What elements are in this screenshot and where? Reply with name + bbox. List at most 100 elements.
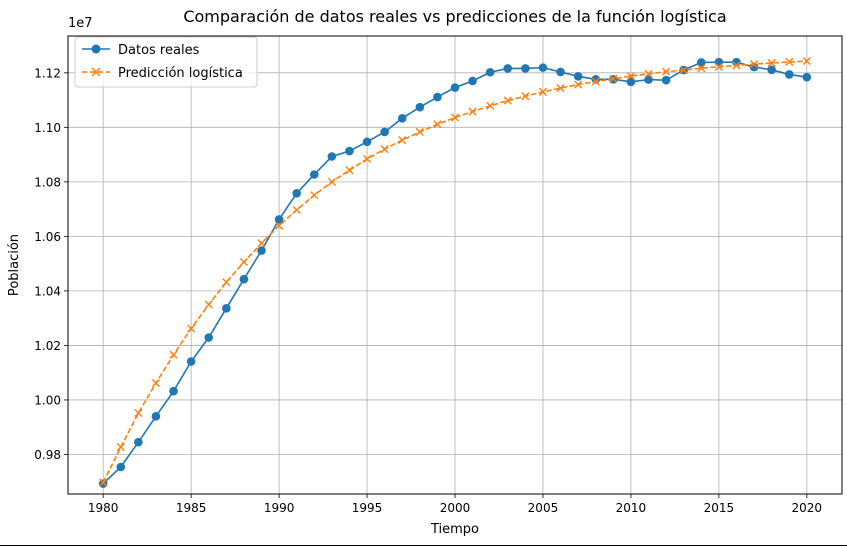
data-point: [784, 70, 794, 79]
data-point: [362, 137, 372, 147]
data-point: [257, 239, 266, 248]
x-tick-label: 1990: [264, 501, 295, 515]
data-point: [380, 145, 389, 154]
data-point: [503, 64, 513, 73]
data-point: [327, 152, 337, 161]
x-tick-label: 2000: [440, 501, 471, 515]
y-tick-label: 1.02: [34, 339, 61, 353]
y-tick-label: 1.10: [34, 121, 61, 135]
data-point: [697, 64, 706, 73]
data-point: [802, 56, 811, 66]
data-point: [187, 324, 196, 333]
legend-marker-real: [91, 44, 101, 54]
data-point: [591, 77, 600, 86]
data-point: [468, 107, 477, 116]
x-axis-label: Tiempo: [430, 522, 479, 537]
data-point: [239, 274, 249, 284]
data-point: [169, 350, 178, 359]
data-point: [345, 146, 354, 156]
data-point: [98, 479, 108, 488]
data-point: [732, 57, 741, 67]
data-point: [415, 127, 424, 137]
legend-marker-pred: [91, 67, 101, 77]
data-point: [274, 215, 284, 224]
y-axis-label: Población: [7, 234, 22, 296]
data-point: [626, 71, 636, 81]
data-point: [204, 333, 214, 342]
y-tick-label: 1.00: [34, 393, 61, 407]
data-point: [556, 67, 565, 77]
data-point: [380, 127, 389, 137]
data-point: [309, 170, 319, 179]
data-point: [151, 412, 161, 421]
data-point: [397, 114, 407, 123]
series-layer: [98, 56, 812, 488]
x-tick-label: 2005: [528, 501, 559, 515]
legend-label-pred: Predicción logística: [118, 66, 243, 81]
x-tick-label: 2010: [616, 501, 647, 515]
data-point: [292, 189, 301, 198]
data-point: [609, 74, 618, 83]
data-point: [574, 80, 583, 89]
grid: [68, 36, 842, 494]
data-point: [310, 191, 319, 200]
data-point: [204, 300, 213, 309]
data-point: [239, 257, 249, 267]
data-point: [767, 58, 776, 68]
y-tick-label: 1.06: [34, 230, 61, 244]
data-point: [186, 357, 196, 366]
legend: Datos reales Predicción logística: [74, 36, 258, 88]
x-tick-label: 1995: [352, 501, 383, 515]
data-point: [714, 62, 723, 71]
data-point: [398, 136, 407, 145]
data-point: [661, 75, 671, 85]
data-point: [415, 102, 425, 112]
bottom-border: [0, 545, 847, 546]
data-point: [521, 92, 530, 101]
data-point: [362, 154, 372, 164]
data-point: [767, 65, 776, 75]
data-point: [116, 462, 126, 472]
data-point: [749, 59, 759, 69]
data-point: [433, 92, 442, 102]
data-point: [345, 166, 354, 175]
data-point: [169, 386, 178, 396]
x-tick-label: 2020: [792, 501, 823, 515]
data-point: [732, 61, 741, 70]
data-point: [503, 96, 512, 105]
legend-label-real: Datos reales: [118, 43, 200, 58]
data-point: [450, 113, 460, 122]
x-tick-label: 1980: [88, 501, 119, 515]
data-point: [485, 67, 495, 77]
x-tick-label: 1985: [176, 501, 207, 515]
data-point: [714, 57, 724, 67]
y-axis: 0.98 1.00 1.02 1.04 1.06 1.08 1.10 1.12: [34, 66, 68, 462]
data-point: [327, 177, 336, 186]
data-point: [257, 246, 266, 255]
data-point: [538, 63, 548, 72]
series-line: [102, 60, 807, 483]
data-point: [134, 437, 143, 447]
x-axis: 1980 1985 1990 1995 2000 2005 2010 2015 2020: [88, 494, 822, 515]
x-tick-label: 2015: [704, 501, 735, 515]
data-point: [626, 77, 636, 87]
data-point: [468, 76, 477, 86]
chart-title: Comparación de datos reales vs prediccio…: [183, 7, 726, 26]
data-point: [644, 69, 653, 78]
y-tick-label: 1.04: [34, 284, 61, 298]
series-prediccion-logistica: [99, 56, 811, 487]
y-tick-label: 1.08: [34, 175, 61, 189]
data-point: [116, 443, 125, 452]
data-point: [222, 304, 231, 313]
data-point: [151, 378, 161, 388]
data-point: [486, 101, 495, 110]
data-point: [696, 58, 706, 67]
data-point: [274, 221, 284, 230]
data-point: [644, 75, 653, 84]
data-point: [292, 205, 301, 215]
data-point: [661, 67, 671, 76]
data-point: [802, 72, 812, 82]
data-point: [99, 478, 108, 487]
data-point: [785, 57, 794, 66]
